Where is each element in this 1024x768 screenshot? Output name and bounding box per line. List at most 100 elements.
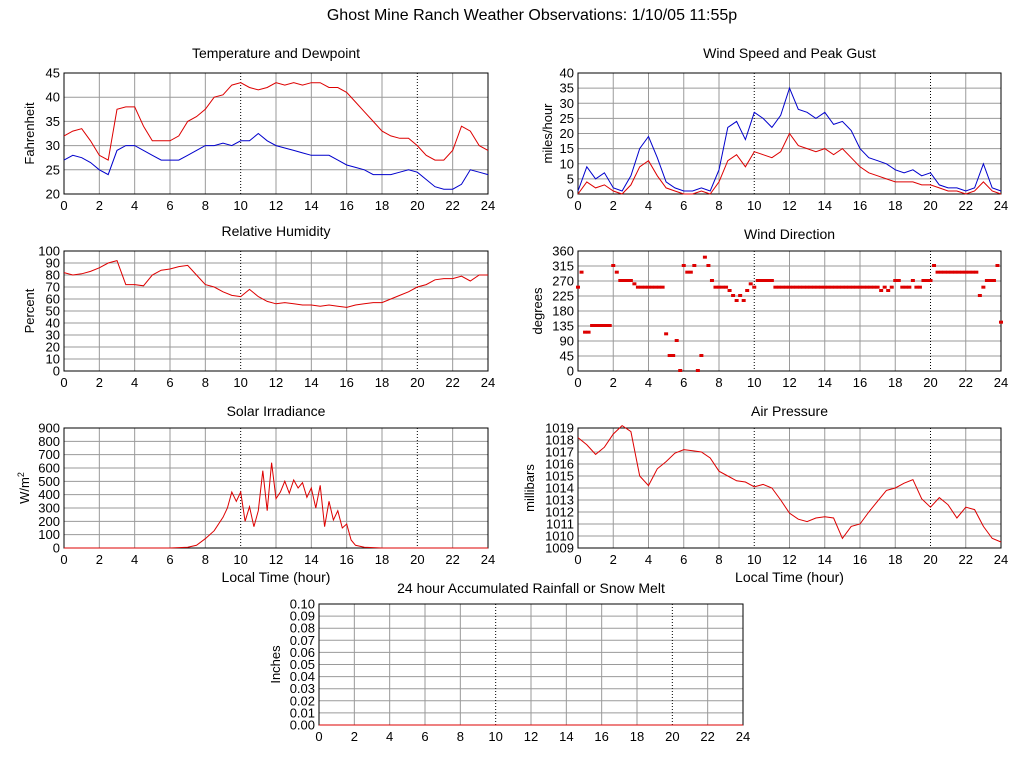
wind-plot-frame (577, 72, 1002, 195)
rain-ytick-label: 0.08 (290, 621, 315, 636)
direction-point (861, 285, 866, 289)
pressure-chart: Air Pressure1009101010111012101310141015… (522, 403, 1008, 585)
direction-point (642, 285, 647, 289)
rain-ytick-label: 0.02 (290, 693, 315, 708)
direction-point (709, 279, 714, 282)
direction-point (932, 264, 937, 267)
direction-point (748, 282, 753, 286)
direction-point (946, 270, 951, 274)
direction-point (776, 285, 781, 289)
direction-point (600, 324, 605, 327)
solar-ytick-label: 900 (38, 421, 60, 436)
solar-chart-title: Solar Irradiance (227, 403, 326, 419)
solar-xtick-label: 10 (233, 552, 247, 567)
direction-point (791, 285, 796, 289)
rain-ytick-label: 0.05 (290, 657, 315, 672)
direction-point (868, 285, 873, 289)
direction-point (928, 279, 933, 282)
direction-point (999, 320, 1003, 324)
solar-ytick-label: 400 (38, 487, 60, 502)
direction-point (812, 285, 817, 289)
direction-xtick-label: 2 (610, 375, 617, 390)
rain-xtick-label: 18 (630, 729, 644, 744)
direction-point (949, 270, 954, 274)
solar-xtick-label: 20 (410, 552, 424, 567)
pressure-xtick-label: 2 (610, 552, 617, 567)
direction-point (773, 285, 778, 289)
rain-xtick-label: 10 (488, 729, 502, 744)
pressure-ytick-label: 1012 (545, 505, 574, 520)
direction-point (671, 354, 676, 357)
pressure-chart-title: Air Pressure (751, 403, 828, 419)
direction-point (688, 270, 693, 274)
solar-ytick-label: 800 (38, 434, 60, 449)
wind-ytick-label: 5 (567, 171, 574, 186)
direction-point (745, 289, 750, 292)
pressure-plot-frame (577, 427, 1002, 549)
humidity-xtick-label: 8 (202, 375, 209, 390)
direction-ytick-label: 135 (552, 319, 574, 334)
temperature-xtick-label: 24 (481, 198, 495, 213)
direction-point (731, 294, 736, 297)
rain-ytick-label: 0.10 (290, 597, 315, 612)
direction-ytick-label: 270 (552, 274, 574, 289)
direction-point (755, 279, 760, 282)
direction-point (935, 270, 940, 274)
direction-xtick-label: 8 (715, 375, 722, 390)
temperature-xtick-label: 12 (269, 198, 283, 213)
humidity-ytick-label: 20 (46, 340, 60, 355)
direction-xtick-label: 10 (747, 375, 761, 390)
wind-xtick-label: 0 (574, 198, 581, 213)
rain-ytick-label: 0.03 (290, 681, 315, 696)
wind-xtick-label: 22 (959, 198, 973, 213)
direction-point (667, 354, 672, 357)
direction-xtick-label: 0 (574, 375, 581, 390)
direction-point (678, 369, 683, 372)
direction-point (882, 285, 887, 289)
solar-xtick-label: 8 (202, 552, 209, 567)
direction-point (840, 285, 845, 289)
direction-point (854, 285, 859, 289)
humidity-xtick-label: 0 (60, 375, 67, 390)
temperature-xtick-label: 6 (166, 198, 173, 213)
direction-xtick-label: 24 (994, 375, 1008, 390)
pressure-ytick-label: 1016 (545, 457, 574, 472)
solar-ytick-label: 0 (53, 541, 60, 556)
wind-xtick-label: 16 (853, 198, 867, 213)
wind-xtick-label: 2 (610, 198, 617, 213)
humidity-chart: Relative Humidity01020304050607080901000… (22, 223, 495, 390)
temperature-ytick-label: 20 (46, 187, 60, 202)
direction-point (738, 294, 743, 297)
direction-xtick-label: 6 (680, 375, 687, 390)
wind-ytick-label: 10 (560, 156, 574, 171)
direction-point (826, 285, 831, 289)
direction-point (657, 285, 662, 289)
direction-point (635, 285, 640, 289)
direction-point (621, 279, 626, 282)
direction-point (819, 285, 824, 289)
solar-chart: Solar Irradiance010020030040050060070080… (16, 403, 495, 585)
solar-ytick-label: 600 (38, 461, 60, 476)
humidity-ytick-label: 90 (46, 256, 60, 271)
direction-xtick-label: 18 (888, 375, 902, 390)
pressure-ytick-label: 1009 (545, 541, 574, 556)
direction-point (762, 279, 767, 282)
rain-ytick-label: 0.07 (290, 633, 315, 648)
direction-point (970, 270, 975, 274)
direction-point (850, 285, 855, 289)
temperature-ytick-label: 45 (46, 66, 60, 81)
direction-xtick-label: 4 (645, 375, 652, 390)
direction-point (618, 279, 623, 282)
direction-xtick-label: 12 (782, 375, 796, 390)
humidity-xtick-label: 12 (269, 375, 283, 390)
direction-point (593, 324, 598, 327)
pressure-xtick-label: 8 (715, 552, 722, 567)
solar-xtick-label: 0 (60, 552, 67, 567)
direction-xtick-label: 20 (923, 375, 937, 390)
page-title: Ghost Mine Ranch Weather Observations: 1… (326, 7, 738, 24)
pressure-xtick-label: 0 (574, 552, 581, 567)
direction-point (583, 330, 588, 334)
solar-ytick-label: 100 (38, 527, 60, 542)
direction-point (956, 270, 961, 274)
